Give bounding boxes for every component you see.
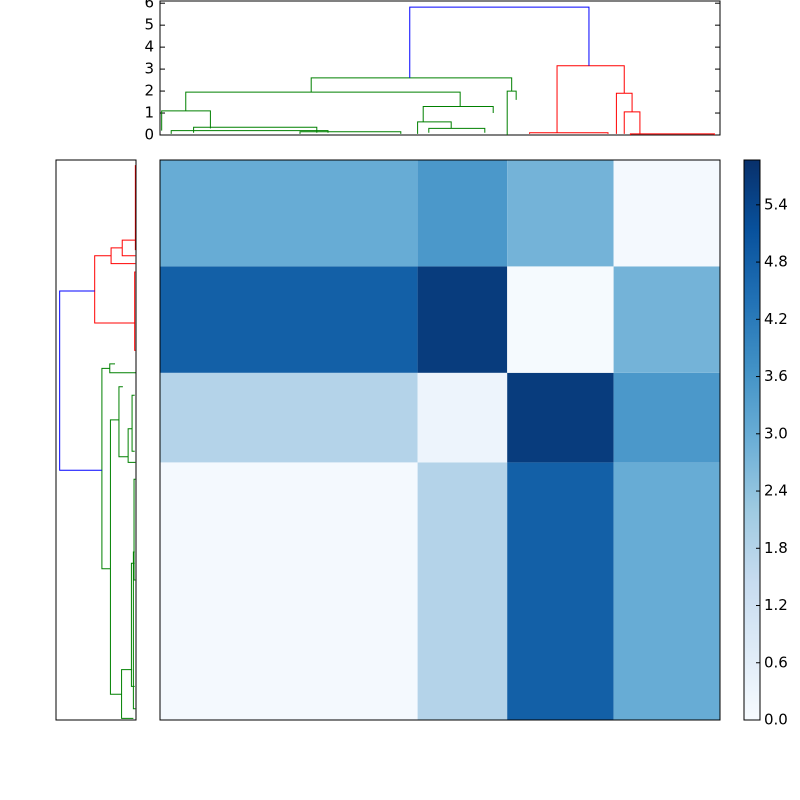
y-tick-label: 2 [144, 82, 154, 100]
heatmap-cell [507, 160, 614, 267]
dendrogram-link-left [101, 367, 111, 570]
heatmap-frame [159, 159, 721, 721]
heatmap-cell [507, 372, 614, 463]
heatmap-cell [417, 462, 508, 720]
dendrogram-link-left [121, 669, 134, 719]
y-tick-label: 3 [144, 60, 154, 78]
y-tick-label: 5 [144, 16, 154, 34]
dendrogram-link-left [118, 386, 129, 458]
y-tick-label: 4 [144, 38, 154, 56]
dendrogram-link [299, 131, 402, 134]
heatmap-cell [417, 372, 508, 463]
top-dendrogram-frame [159, 0, 721, 136]
y-tick-label: 1 [144, 104, 154, 122]
heatmap-cell [613, 160, 720, 267]
colorbar-tick-label: 4.2 [764, 310, 788, 328]
heatmap-cell [160, 160, 418, 267]
dendrogram-link-left [109, 419, 122, 695]
dendrogram-link-left [94, 255, 135, 324]
heatmap-cell [613, 462, 720, 720]
heatmap-cell [613, 372, 720, 463]
heatmap-cell [613, 266, 720, 373]
colorbar-tick-label: 5.4 [764, 195, 788, 213]
dendrogram-link-left [121, 239, 136, 257]
y-tick-label: 0 [144, 126, 154, 144]
colorbar-tick-label: 2.4 [764, 482, 788, 500]
dendrogram-link [422, 105, 494, 122]
colorbar-tick-label: 1.8 [764, 539, 788, 557]
colorbar-tick-label: 1.2 [764, 596, 788, 614]
colorbar-tick-label: 3.0 [764, 424, 788, 442]
dendrogram-link [506, 90, 517, 135]
dendrogram-link [310, 77, 513, 93]
heatmap-cell [417, 160, 508, 267]
dendrogram-link-left [59, 290, 102, 471]
dendrogram-link [185, 91, 461, 111]
dendrogram-link [170, 130, 329, 134]
heatmap-cell [417, 266, 508, 373]
heatmap-cell [507, 462, 614, 720]
dendrogram-link [623, 111, 641, 134]
dendrogram-link [629, 133, 715, 135]
dendrogram-link [193, 126, 318, 133]
colorbar-tick-label: 0.6 [764, 653, 788, 671]
dendrogram-link-left [110, 247, 136, 265]
colorbar-tick-label: 0.0 [764, 711, 788, 729]
colorbar-tick-label: 4.8 [764, 253, 788, 271]
dendrogram-link [417, 121, 452, 134]
heatmap-cell [507, 266, 614, 373]
dendrogram-link-left [131, 394, 135, 452]
colorbar [743, 159, 761, 721]
dendrogram-link [428, 127, 486, 133]
dendrogram-link-left [130, 562, 135, 687]
dendrogram-link-left [109, 363, 136, 374]
dendrogram-link-left [134, 271, 136, 351]
colorbar-tick-label: 3.6 [764, 367, 788, 385]
dendrogram-link-left [133, 478, 136, 581]
y-tick-label: 6 [144, 0, 154, 12]
heatmap-cell [160, 462, 418, 720]
heatmap-cell [160, 266, 418, 373]
heatmap-cell [160, 372, 418, 463]
dendrogram-link [409, 6, 590, 78]
left-dendrogram-frame [55, 159, 137, 721]
dendrogram-link-left [127, 428, 136, 463]
dendrogram-link [529, 132, 609, 134]
dendrogram-link [556, 65, 625, 133]
